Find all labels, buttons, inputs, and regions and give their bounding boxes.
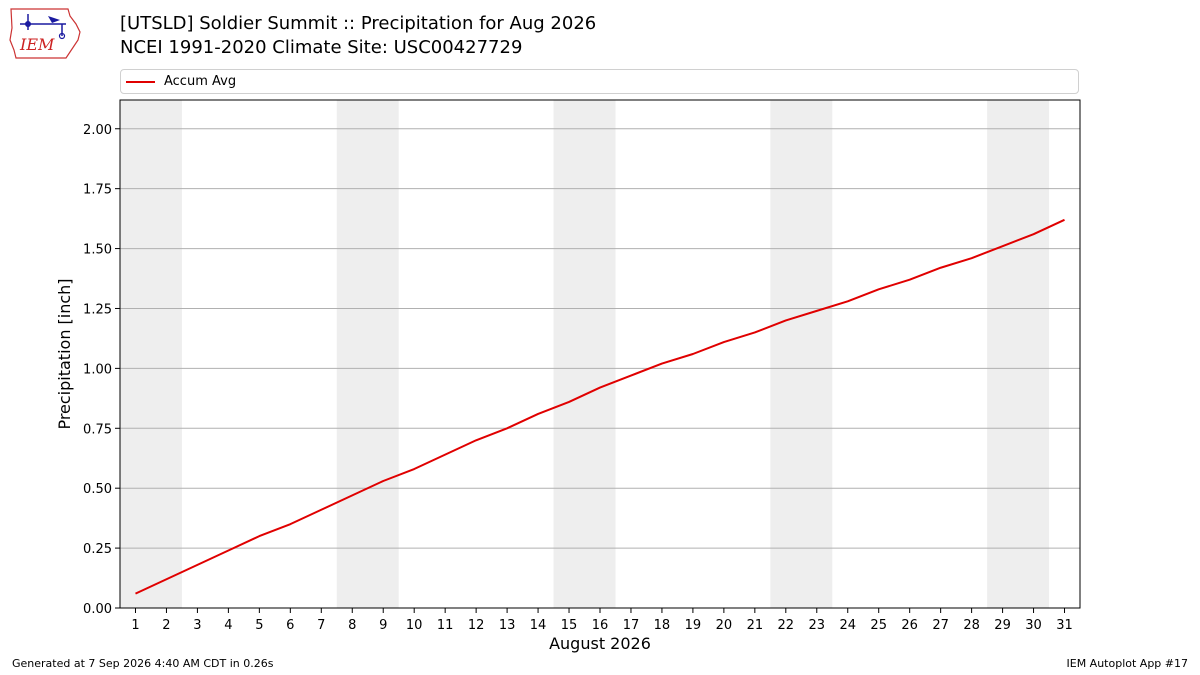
x-tick-label: 25	[870, 618, 887, 633]
x-axis-label: August 2026	[549, 634, 651, 653]
legend-swatch-accum-avg	[126, 81, 155, 83]
x-tick-label: 2	[162, 618, 170, 633]
x-tick-label: 4	[224, 618, 232, 633]
weekend-band-2	[336, 100, 399, 608]
x-tick-label: 5	[255, 618, 263, 633]
footer-generated: Generated at 7 Sep 2026 4:40 AM CDT in 0…	[12, 657, 274, 670]
x-tick-label: 30	[1025, 618, 1042, 633]
x-tick-label: 21	[747, 618, 764, 633]
x-tick-label: 29	[994, 618, 1011, 633]
y-tick-label: 2.00	[83, 123, 112, 138]
chart-title: [UTSLD] Soldier Summit :: Precipitation …	[120, 13, 597, 34]
x-tick-label: 19	[685, 618, 702, 633]
x-tick-label: 1	[131, 618, 139, 633]
y-tick-label: 0.75	[83, 422, 112, 437]
x-tick-label: 31	[1056, 618, 1073, 633]
x-tick-label: 24	[839, 618, 856, 633]
y-tick-label: 0.25	[83, 542, 112, 557]
x-tick-label: 8	[348, 618, 356, 633]
y-tick-label: 0.50	[83, 482, 112, 497]
x-tick-label: 9	[379, 618, 387, 633]
y-tick-label: 1.75	[83, 183, 112, 198]
legend-label-accum-avg: Accum Avg	[164, 74, 237, 89]
x-tick-label: 15	[561, 618, 578, 633]
y-tick-label: 0.00	[83, 602, 112, 617]
x-tick-label: 14	[530, 618, 547, 633]
x-tick-label: 18	[654, 618, 671, 633]
x-tick-label: 16	[592, 618, 609, 633]
y-tick-label: 1.25	[83, 302, 112, 317]
weekend-band-4	[770, 100, 833, 608]
x-tick-label: 22	[778, 618, 795, 633]
x-tick-label: 27	[932, 618, 949, 633]
x-tick-label: 10	[406, 618, 423, 633]
x-tick-label: 17	[623, 618, 640, 633]
logo-text: IEM	[19, 35, 55, 54]
x-tick-label: 12	[468, 618, 485, 633]
x-tick-label: 11	[437, 618, 454, 633]
weekend-band-1	[120, 100, 182, 608]
x-tick-label: 26	[901, 618, 918, 633]
x-tick-label: 7	[317, 618, 325, 633]
x-tick-label: 3	[193, 618, 201, 633]
weekend-band-5	[987, 100, 1050, 608]
x-tick-label: 23	[809, 618, 826, 633]
footer-app-id: IEM Autoplot App #17	[1066, 657, 1189, 670]
x-tick-label: 6	[286, 618, 294, 633]
series-line-accum-avg	[135, 218, 1065, 595]
weekend-band-3	[553, 100, 616, 608]
legend: Accum Avg	[120, 69, 1079, 94]
y-tick-label: 1.00	[83, 362, 112, 377]
x-tick-label: 20	[716, 618, 733, 633]
x-tick-label: 13	[499, 618, 516, 633]
y-tick-label: 1.50	[83, 243, 112, 258]
iem-logo: IEM	[9, 8, 81, 59]
x-tick-label: 28	[963, 618, 980, 633]
y-axis-label: Precipitation [inch]	[55, 278, 74, 429]
chart-subtitle: NCEI 1991-2020 Climate Site: USC00427729	[120, 37, 523, 58]
